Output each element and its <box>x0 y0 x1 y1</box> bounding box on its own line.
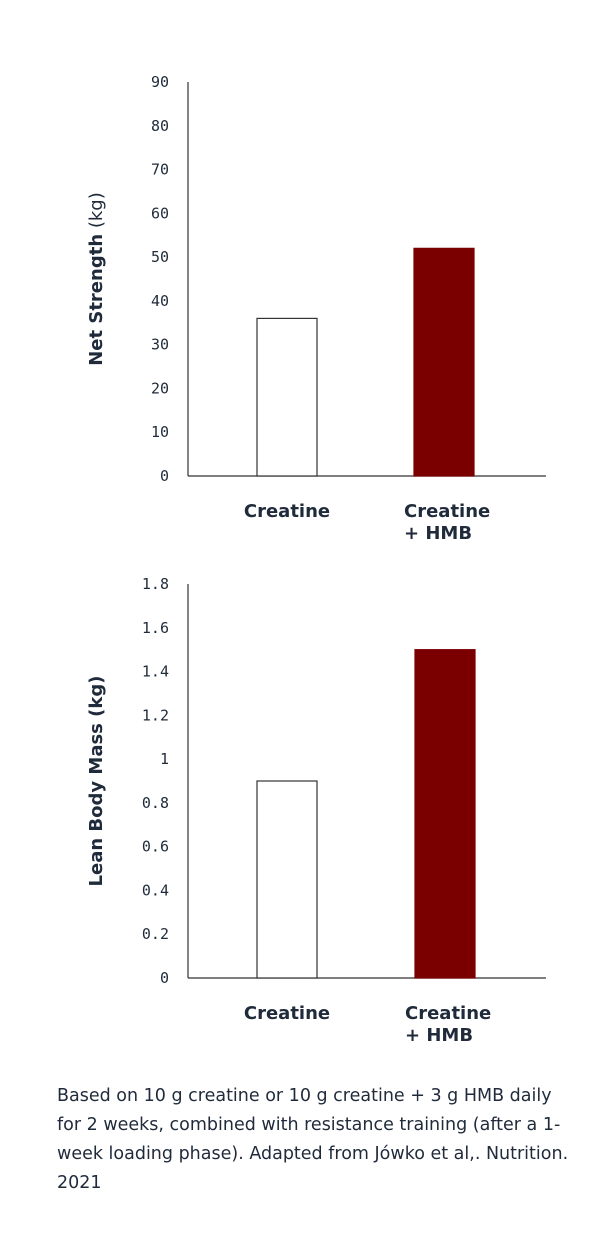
chart2-y-tick-label: 1.2 <box>142 706 169 724</box>
chart2-bar-1 <box>256 780 318 979</box>
chart2-y-tick-label: 0 <box>160 969 169 987</box>
chart2-category-label: Creatine <box>244 1003 330 1024</box>
chart2-y-tick-label: 0.2 <box>142 925 169 943</box>
chart1-category-label: Creatine <box>404 501 490 522</box>
chart1-y-tick-label: 70 <box>151 161 169 179</box>
chart1-y-tick-label: 30 <box>151 336 169 354</box>
chart2-y-axis-label: Lean Body Mass (kg) <box>86 676 107 887</box>
chart1-y-axis-label: Net Strength (kg) <box>86 192 107 366</box>
chart1-y-tick-label: 0 <box>160 467 169 485</box>
chart1-y-tick-label: 60 <box>151 204 169 222</box>
chart1-category-label: Creatine <box>244 501 330 522</box>
chart1-category-label: + HMB <box>404 523 472 544</box>
chart1-y-tick-label: 80 <box>151 117 169 135</box>
chart1-bar-1 <box>256 317 318 477</box>
chart1-y-tick-label: 20 <box>151 379 169 397</box>
chart2-bar-2 <box>414 649 476 979</box>
chart2-y-tick-label: 1.8 <box>142 575 169 593</box>
chart2-y-tick-label: 1.6 <box>142 619 169 637</box>
chart2-category-label: Creatine <box>405 1003 491 1024</box>
chart1-y-tick-label: 10 <box>151 423 169 441</box>
chart1-y-tick-label: 90 <box>151 73 169 91</box>
chart1-y-tick-label: 40 <box>151 292 169 310</box>
chart2-y-tick-label: 0.8 <box>142 794 169 812</box>
chart1-y-tick-label: 50 <box>151 248 169 266</box>
chart1-y-axis-unit: (kg) <box>86 192 107 234</box>
chart2-y-tick-label: 1 <box>160 750 169 768</box>
chart2-y-tick-label: 0.6 <box>142 838 169 856</box>
caption: Based on 10 g creatine or 10 g creatine … <box>57 1086 569 1193</box>
chart2-category-label: + HMB <box>405 1025 473 1046</box>
chart1-bar-2 <box>413 247 475 477</box>
chart2-y-tick-label: 1.4 <box>142 663 169 681</box>
chart2-y-tick-label: 0.4 <box>142 881 169 899</box>
